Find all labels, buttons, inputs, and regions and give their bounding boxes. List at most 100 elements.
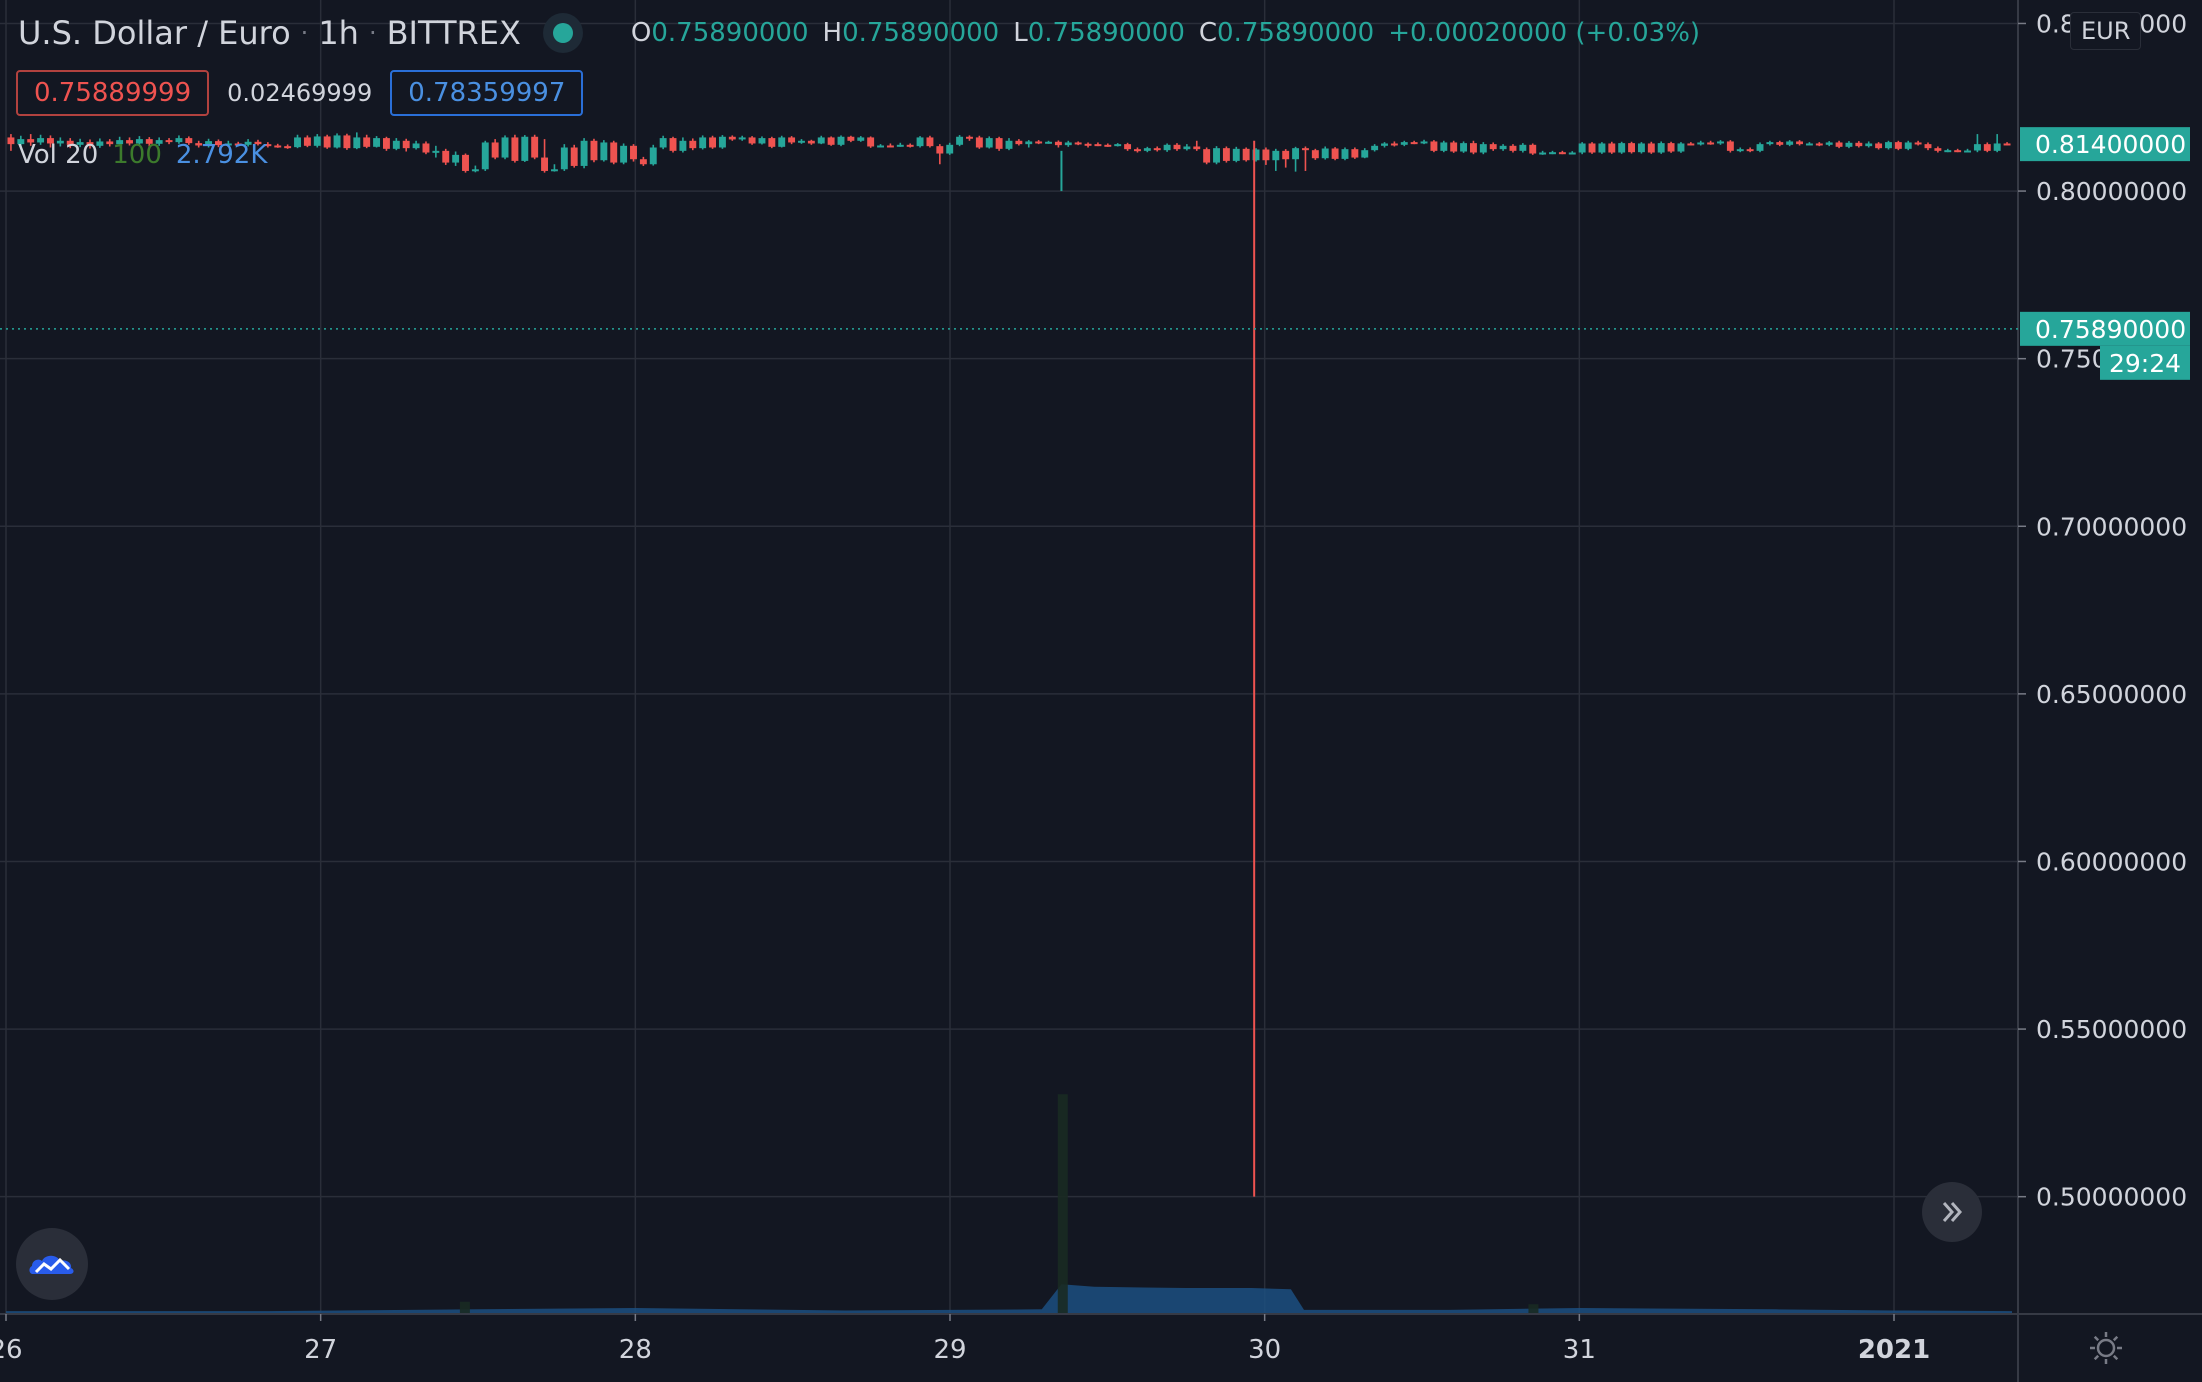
- candle: [1726, 140, 1734, 153]
- candle: [679, 137, 687, 153]
- candle-body: [27, 139, 35, 143]
- candle-body: [1934, 148, 1942, 151]
- candle-body: [550, 169, 558, 172]
- candle: [481, 140, 489, 171]
- candle-body: [1657, 143, 1665, 153]
- volume-bar: [1057, 1094, 1068, 1313]
- candle: [718, 135, 726, 149]
- candle-body: [1074, 142, 1082, 145]
- candle-body: [37, 138, 45, 143]
- candle-body: [1163, 144, 1171, 151]
- candle: [135, 136, 143, 146]
- candle-body: [1094, 144, 1102, 147]
- candle: [392, 138, 400, 151]
- candle: [1035, 140, 1043, 145]
- candle-body: [353, 137, 361, 149]
- volume-area: [6, 1284, 2012, 1313]
- candle: [1647, 141, 1655, 154]
- candle-body: [1825, 142, 1833, 145]
- candle: [1054, 140, 1062, 148]
- candle: [610, 140, 618, 165]
- candle: [1074, 141, 1082, 146]
- candle: [1875, 142, 1883, 150]
- candle: [1193, 140, 1201, 151]
- candle: [560, 144, 568, 171]
- candle-body: [185, 138, 193, 144]
- currency-button[interactable]: EUR: [2070, 12, 2142, 50]
- candle: [1539, 150, 1547, 155]
- candle-body: [86, 142, 94, 146]
- candle-body: [748, 137, 756, 144]
- candle-body: [1924, 144, 1932, 149]
- candle-body: [1420, 141, 1428, 144]
- candle: [1697, 140, 1705, 146]
- candle: [1855, 141, 1863, 148]
- candle-body: [17, 139, 25, 145]
- candle: [1153, 146, 1161, 152]
- interval-label[interactable]: 1h: [318, 14, 359, 52]
- candle-body: [1618, 143, 1626, 153]
- candle-body: [1746, 149, 1754, 152]
- candle-body: [689, 140, 697, 149]
- candle-body: [363, 137, 371, 147]
- indicator-value-blue[interactable]: 0.78359997: [390, 70, 584, 116]
- candle: [1736, 147, 1744, 153]
- close-value: 0.75890000: [1217, 18, 1375, 48]
- candle: [1242, 147, 1250, 162]
- candle-body: [817, 137, 825, 144]
- candle-body: [1489, 144, 1497, 150]
- candle: [768, 136, 776, 149]
- candle-body: [244, 141, 252, 145]
- candle: [1351, 147, 1359, 159]
- candle: [145, 137, 153, 147]
- candle-body: [1232, 148, 1240, 161]
- candle: [550, 164, 558, 172]
- candle-body: [1796, 141, 1804, 145]
- candle: [1756, 142, 1764, 153]
- indicator-value-plain: 0.02469999: [227, 79, 373, 107]
- candle-body: [1904, 142, 1912, 149]
- candle: [1469, 140, 1477, 155]
- candle: [1371, 144, 1379, 152]
- scroll-to-realtime-button[interactable]: [1922, 1182, 1982, 1242]
- candle-body: [768, 138, 776, 147]
- candle-body: [877, 145, 884, 148]
- price-tick-label: 0.50000000: [2036, 1183, 2187, 1212]
- candle-body: [1479, 144, 1487, 153]
- candle-body: [956, 136, 964, 145]
- candle-body: [106, 141, 114, 145]
- candle: [709, 135, 717, 149]
- candle: [1124, 142, 1132, 151]
- settings-gear-button[interactable]: [2086, 1328, 2126, 1368]
- candle-body: [1608, 143, 1616, 153]
- candle-body: [1539, 152, 1547, 155]
- candle: [1400, 140, 1408, 147]
- volume-label[interactable]: Vol 20: [18, 140, 99, 170]
- candle: [659, 135, 667, 150]
- candle: [1489, 142, 1497, 151]
- candle-body: [214, 141, 222, 146]
- candle-body: [1390, 143, 1398, 146]
- candle-body: [7, 137, 15, 145]
- candle: [1894, 140, 1902, 151]
- candle: [847, 135, 855, 143]
- symbol-title[interactable]: U.S. Dollar / Euro: [18, 14, 291, 52]
- candle-body: [1282, 150, 1290, 160]
- time-tick-label: 31: [1563, 1335, 1596, 1365]
- price-tag-bg: [2020, 127, 2190, 162]
- candle: [1934, 146, 1942, 153]
- indicator-value-red[interactable]: 0.75889999: [16, 70, 210, 116]
- candle: [1143, 146, 1151, 153]
- grid-lines: [0, 0, 2018, 1314]
- price-tag: 0.81400000: [2020, 127, 2190, 162]
- tradingview-logo-button[interactable]: [16, 1228, 88, 1300]
- candle-body: [966, 136, 973, 139]
- candle: [1272, 148, 1280, 171]
- candle: [1914, 140, 1922, 146]
- candle-body: [788, 137, 796, 143]
- candle-body: [709, 137, 717, 148]
- candle: [1825, 141, 1833, 147]
- candle: [1519, 143, 1527, 153]
